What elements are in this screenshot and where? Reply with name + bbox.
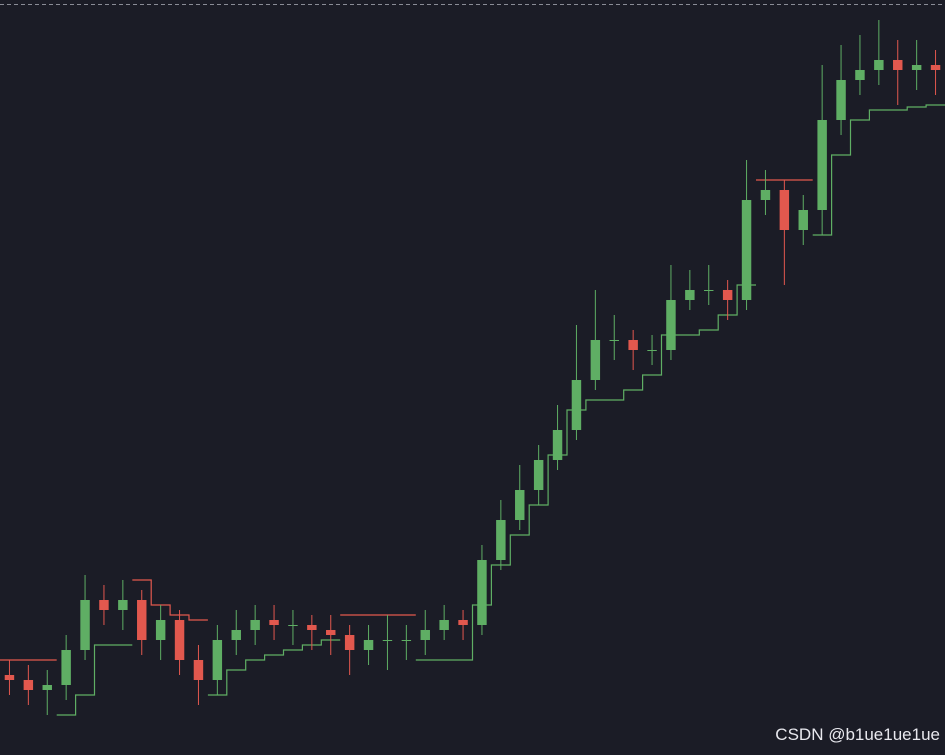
candle-body — [704, 290, 714, 291]
candle-body — [817, 120, 827, 210]
candle-body — [760, 190, 771, 200]
candle-body — [533, 460, 544, 490]
candle-body — [930, 65, 941, 70]
candle-body — [874, 60, 884, 70]
candle-body — [515, 490, 525, 520]
candle-body — [609, 340, 619, 341]
candle-body — [666, 300, 676, 350]
candle-body — [80, 600, 90, 650]
candle-body — [288, 625, 298, 626]
candle-body — [647, 350, 657, 351]
candle-body — [779, 190, 790, 230]
candle-body — [590, 340, 601, 380]
candle-body — [174, 620, 185, 660]
candle-body — [231, 630, 241, 640]
candle-body — [420, 630, 430, 640]
candle-body — [193, 660, 204, 680]
plot — [0, 20, 945, 716]
supertrend-up — [207, 639, 341, 696]
candle-body — [118, 600, 128, 610]
candle-body — [42, 685, 52, 690]
candle-body — [250, 620, 260, 630]
candle-body — [911, 65, 922, 70]
candle-body — [685, 290, 695, 300]
candle-body — [401, 640, 412, 641]
candle-body — [477, 560, 487, 625]
watermark: CSDN @b1ue1ue1ue — [775, 725, 940, 744]
candle-body — [382, 640, 393, 641]
candle-body — [855, 70, 865, 80]
candle-body — [552, 430, 563, 460]
candle-body — [61, 650, 71, 685]
candle-body — [439, 620, 449, 630]
candle-body — [23, 680, 34, 690]
candle-body — [326, 630, 336, 635]
candle-body — [496, 520, 506, 560]
candle-body — [571, 380, 582, 430]
candle-body — [155, 620, 166, 640]
candle-body — [741, 200, 752, 300]
candle-body — [363, 640, 374, 650]
candle-body — [4, 675, 15, 680]
candle-body — [893, 60, 903, 70]
candle-body — [628, 340, 638, 350]
candle-body — [99, 600, 109, 610]
candle-body — [212, 640, 223, 680]
supertrend-up — [812, 104, 945, 236]
candle-body — [269, 620, 279, 625]
candle-body — [722, 290, 733, 300]
candle-body — [458, 620, 468, 625]
supertrend-up — [415, 284, 756, 661]
candle-body — [836, 80, 846, 120]
supertrend-down — [132, 579, 208, 621]
candle-body — [344, 635, 355, 650]
candle-body — [798, 210, 808, 230]
candle-body — [307, 625, 317, 630]
candle-body — [137, 600, 147, 640]
supertrend-up — [56, 644, 133, 716]
